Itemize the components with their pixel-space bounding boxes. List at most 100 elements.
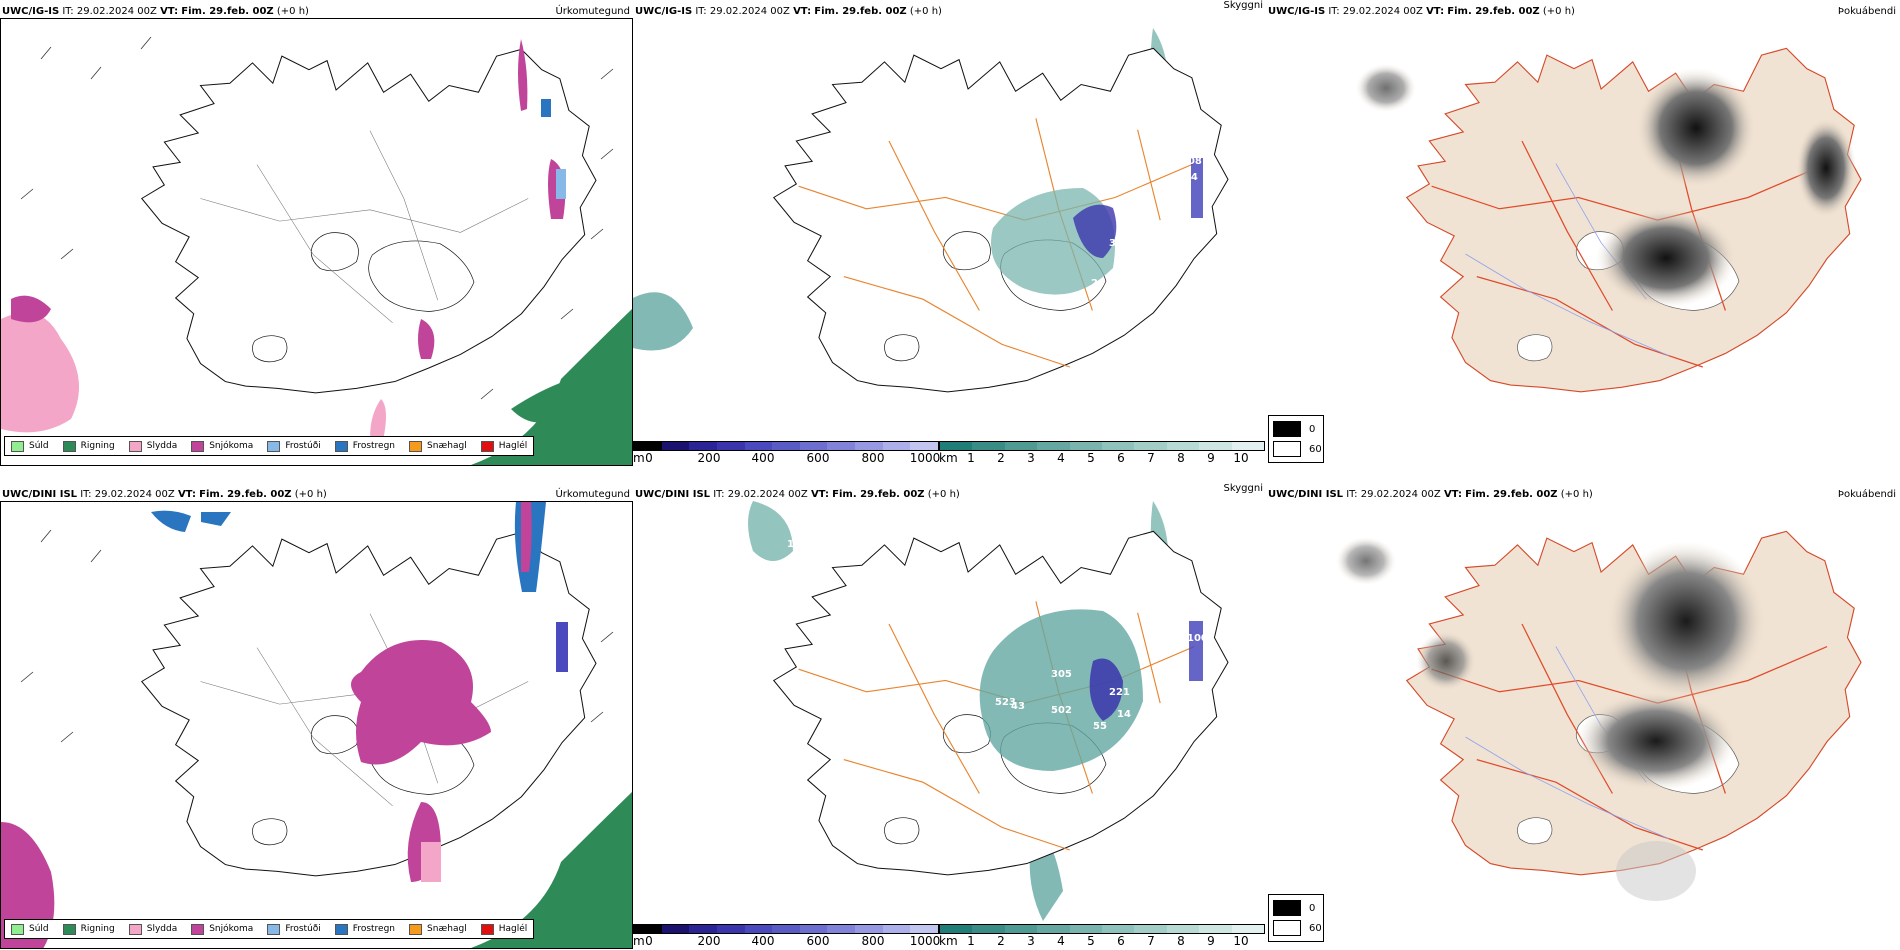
visibility-label: 75	[1173, 196, 1187, 207]
visibility-colorbar: km 1 2 3 4 5 6 7 8 9 10	[939, 924, 1265, 948]
fog-legend-item: 60	[1273, 920, 1322, 936]
legend-swatch	[128, 440, 142, 452]
legend-item: Slydda	[128, 923, 177, 935]
visibility-colorbar-ticks: km 1 2 3 4 5 6 7 8 9 10	[939, 451, 1249, 465]
ceiling-colorbar-ticks: m 0 200 400 600 800 1000	[633, 934, 941, 948]
legend-item: Snjókoma	[191, 440, 253, 452]
legend-swatch	[62, 923, 76, 935]
fog-map	[1266, 501, 1899, 949]
legend-swatch	[128, 923, 142, 935]
panel-title: Þokuábendi	[1837, 489, 1896, 500]
legend-swatch	[191, 923, 205, 935]
precip-map	[0, 18, 633, 466]
legend-swatch	[480, 923, 494, 935]
visibility-panel-row2: UWC/DINI ISL IT: 29.02.2024 00Z VT: Fim.…	[633, 483, 1266, 949]
visibility-label: 31	[1109, 238, 1123, 249]
visibility-labels: 208 124 31 125 18 20 386 65 75 31	[633, 0, 1266, 466]
visibility-colorbar-ticks: km 1 2 3 4 5 6 7 8 9 10	[939, 934, 1249, 948]
panel-title: Skyggni	[1223, 0, 1263, 11]
panel-title: Skyggni	[1223, 483, 1263, 494]
panel-header: UWC/DINI ISL IT: 29.02.2024 00Z VT: Fim.…	[2, 489, 327, 500]
panel-title: Úrkomutegund	[555, 6, 630, 17]
legend-item: Snæhagl	[409, 923, 467, 935]
visibility-label: 31	[1153, 270, 1167, 281]
legend-swatch	[191, 440, 205, 452]
visibility-label: 125	[787, 539, 808, 550]
precip-panel-row2: UWC/DINI ISL IT: 29.02.2024 00Z VT: Fim.…	[0, 483, 633, 949]
legend-swatch	[11, 440, 24, 452]
panel-title: Úrkomutegund	[555, 489, 630, 500]
visibility-labels: 125 305 523 43 502 221 14 55 239 18 100 …	[633, 483, 1266, 949]
visibility-colorbar-scale	[939, 924, 1265, 934]
fog-legend-swatch	[1273, 421, 1301, 437]
panel-title: Þokuábendi	[1837, 6, 1896, 17]
panel-header: UWC/IG-IS IT: 29.02.2024 00Z VT: Fim. 29…	[635, 6, 942, 17]
visibility-label: 523	[995, 697, 1016, 708]
visibility-map	[633, 18, 1266, 466]
legend-item: Frostúði	[267, 923, 321, 935]
visibility-panel-row1: UWC/IG-IS IT: 29.02.2024 00Z VT: Fim. 29…	[633, 0, 1266, 466]
ceiling-colorbar-scale	[633, 924, 939, 934]
visibility-label: 502	[1051, 705, 1072, 716]
legend-item: Frostregn	[334, 440, 395, 452]
fog-panel-row1: UWC/IG-IS IT: 29.02.2024 00Z VT: Fim. 29…	[1266, 0, 1899, 466]
visibility-label: 18	[1143, 250, 1157, 261]
panel-header: UWC/IG-IS IT: 29.02.2024 00Z VT: Fim. 29…	[1268, 6, 1575, 17]
legend-item: Haglél	[480, 440, 527, 452]
fog-panel-row2: UWC/DINI ISL IT: 29.02.2024 00Z VT: Fim.…	[1266, 483, 1899, 949]
visibility-label: 221	[1109, 687, 1130, 698]
legend-swatch	[334, 440, 348, 452]
precip-map	[0, 501, 633, 949]
ceiling-colorbar-ticks: m 0 200 400 600 800 1000	[633, 451, 941, 465]
visibility-label: 20	[1091, 278, 1105, 289]
precip-legend: Súld Rigning Slydda Snjókoma Frostúði Fr…	[4, 436, 535, 456]
legend-item: Frostregn	[334, 923, 395, 935]
visibility-label: 55	[1093, 721, 1107, 732]
legend-swatch	[409, 923, 423, 935]
visibility-label: 18	[1073, 867, 1087, 878]
visibility-label: 305	[1051, 669, 1072, 680]
legend-swatch	[409, 440, 423, 452]
legend-swatch	[267, 923, 281, 935]
panel-header: UWC/DINI ISL IT: 29.02.2024 00Z VT: Fim.…	[1268, 489, 1593, 500]
legend-item: Snæhagl	[409, 440, 467, 452]
fog-legend-swatch	[1273, 441, 1301, 457]
ceiling-colorbar: m 0 200 400 600 800 1000	[633, 441, 941, 465]
legend-item: Frostúði	[267, 440, 321, 452]
panel-header: UWC/DINI ISL IT: 29.02.2024 00Z VT: Fim.…	[635, 489, 960, 500]
fog-legend-swatch	[1273, 900, 1301, 916]
fog-legend-item: 0	[1273, 421, 1315, 437]
fog-legend-item: 0	[1273, 900, 1315, 916]
fog-legend-swatch	[1273, 920, 1301, 936]
legend-item: Rigning	[62, 923, 115, 935]
legend-item: Slydda	[128, 440, 177, 452]
fog-map	[1266, 18, 1899, 466]
visibility-label: 239	[1061, 781, 1082, 792]
fog-legend-row2: 0 60	[1268, 894, 1324, 942]
legend-item: Rigning	[62, 440, 115, 452]
fog-legend-row1: 0 60	[1268, 415, 1324, 463]
legend-item: Súld	[11, 440, 49, 452]
visibility-label: 124	[1177, 172, 1198, 183]
legend-swatch	[11, 923, 24, 935]
visibility-label: 17	[1173, 681, 1187, 692]
visibility-label: 65	[1163, 220, 1177, 231]
fog-legend-item: 60	[1273, 441, 1322, 457]
legend-swatch	[267, 440, 281, 452]
visibility-colorbar-scale	[939, 441, 1265, 451]
visibility-label: 125	[1117, 262, 1138, 273]
legend-item: Snjókoma	[191, 923, 253, 935]
visibility-label: 386	[1063, 334, 1084, 345]
visibility-label: 43	[1011, 701, 1025, 712]
precip-legend: Súld Rigning Slydda Snjókoma Frostúði Fr…	[4, 919, 535, 939]
visibility-colorbar: km 1 2 3 4 5 6 7 8 9 10	[939, 441, 1265, 465]
legend-item: Haglél	[480, 923, 527, 935]
legend-item: Súld	[11, 923, 49, 935]
ceiling-colorbar-scale	[633, 441, 939, 451]
legend-swatch	[480, 440, 494, 452]
visibility-label: 14	[1117, 709, 1131, 720]
legend-swatch	[334, 923, 348, 935]
panel-header: UWC/IG-IS IT: 29.02.2024 00Z VT: Fim. 29…	[2, 6, 309, 17]
precip-panel-row1: UWC/IG-IS IT: 29.02.2024 00Z VT: Fim. 29…	[0, 0, 633, 466]
legend-swatch	[62, 440, 76, 452]
